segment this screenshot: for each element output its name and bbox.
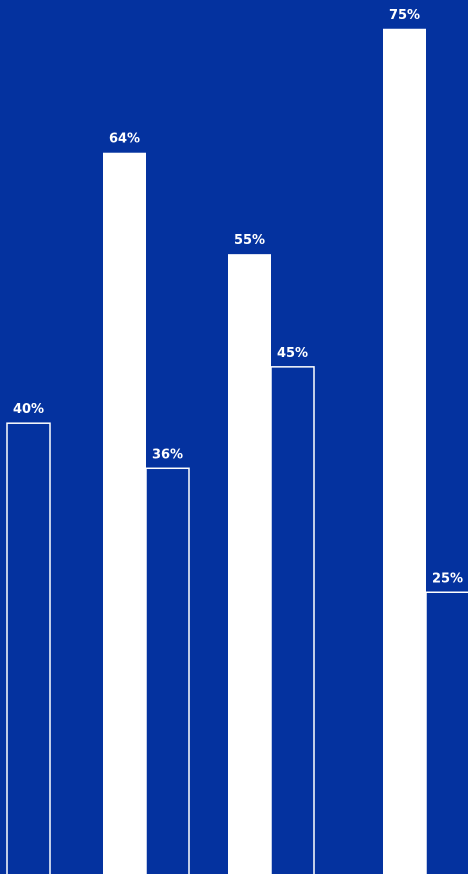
data-label-solid-4: 75% (389, 8, 420, 23)
bar-solid-3 (228, 254, 271, 874)
data-label-outline-3: 45% (277, 346, 308, 361)
bar-outline-2 (145, 467, 190, 874)
bar-solid-2 (103, 152, 146, 874)
bar-solid-4 (383, 28, 426, 874)
data-label-solid-3: 55% (234, 233, 265, 248)
bar-outline-4 (425, 591, 468, 874)
data-label-outline-4: 25% (432, 571, 463, 586)
bar-outline-3 (270, 366, 315, 874)
data-label-outline-2: 36% (152, 447, 183, 462)
data-label-solid-2: 64% (109, 132, 140, 147)
bar-outline-1 (6, 422, 51, 874)
data-label-outline-1: 40% (13, 402, 44, 417)
